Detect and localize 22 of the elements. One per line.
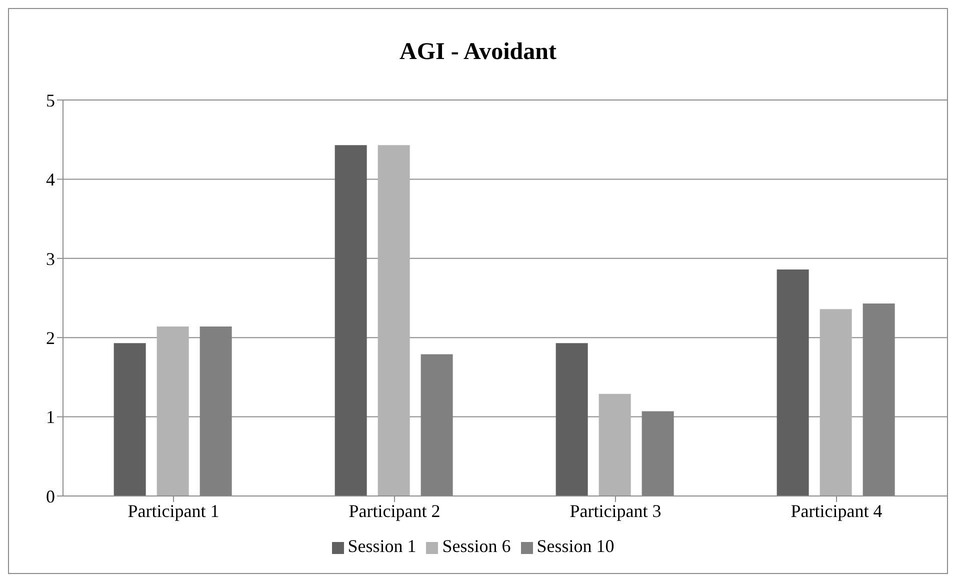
y-tick-label: 5 [46,90,55,110]
bar [776,269,809,496]
y-tick-label: 3 [46,248,55,269]
bar [598,394,631,496]
bar [556,343,588,496]
bar [334,145,367,496]
x-tick-label: Participant 4 [790,500,882,521]
bar [114,343,146,496]
legend-label: Session 10 [536,536,614,556]
x-tick-label: Participant 2 [348,500,440,521]
x-tick-label: Participant 3 [570,500,662,521]
legend-label: Session 6 [442,536,511,556]
bar [378,145,410,496]
legend-label: Session 1 [348,536,416,556]
y-tick-label: 4 [46,170,55,190]
x-tick-label: Participant 1 [128,500,220,521]
chart-title: AGI - Avoidant [398,39,558,66]
y-tick-label: 0 [46,486,55,506]
bar [156,326,189,496]
bar [820,309,852,496]
y-tick-label: 1 [46,407,55,428]
y-tick-label: 2 [46,328,55,348]
